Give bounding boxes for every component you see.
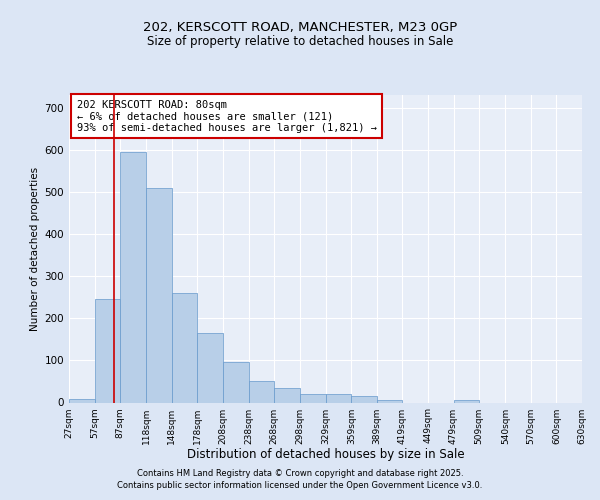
Text: 202, KERSCOTT ROAD, MANCHESTER, M23 0GP: 202, KERSCOTT ROAD, MANCHESTER, M23 0GP <box>143 21 457 34</box>
Text: Contains public sector information licensed under the Open Government Licence v3: Contains public sector information licen… <box>118 480 482 490</box>
X-axis label: Distribution of detached houses by size in Sale: Distribution of detached houses by size … <box>187 448 464 461</box>
Bar <box>299 394 326 402</box>
Text: 202 KERSCOTT ROAD: 80sqm
← 6% of detached houses are smaller (121)
93% of semi-d: 202 KERSCOTT ROAD: 80sqm ← 6% of detache… <box>77 100 377 133</box>
Y-axis label: Number of detached properties: Number of detached properties <box>31 166 40 331</box>
Text: Size of property relative to detached houses in Sale: Size of property relative to detached ho… <box>147 34 453 48</box>
Bar <box>248 382 274 402</box>
Bar <box>326 394 352 402</box>
Bar <box>69 399 95 402</box>
Bar <box>172 293 197 403</box>
Bar <box>223 362 248 403</box>
Bar <box>95 300 120 403</box>
Bar <box>274 388 299 402</box>
Bar <box>352 396 377 402</box>
Text: Contains HM Land Registry data © Crown copyright and database right 2025.: Contains HM Land Registry data © Crown c… <box>137 470 463 478</box>
Bar <box>454 400 479 402</box>
Bar <box>377 400 403 402</box>
Bar <box>120 152 146 403</box>
Bar <box>146 188 172 402</box>
Bar <box>197 333 223 402</box>
